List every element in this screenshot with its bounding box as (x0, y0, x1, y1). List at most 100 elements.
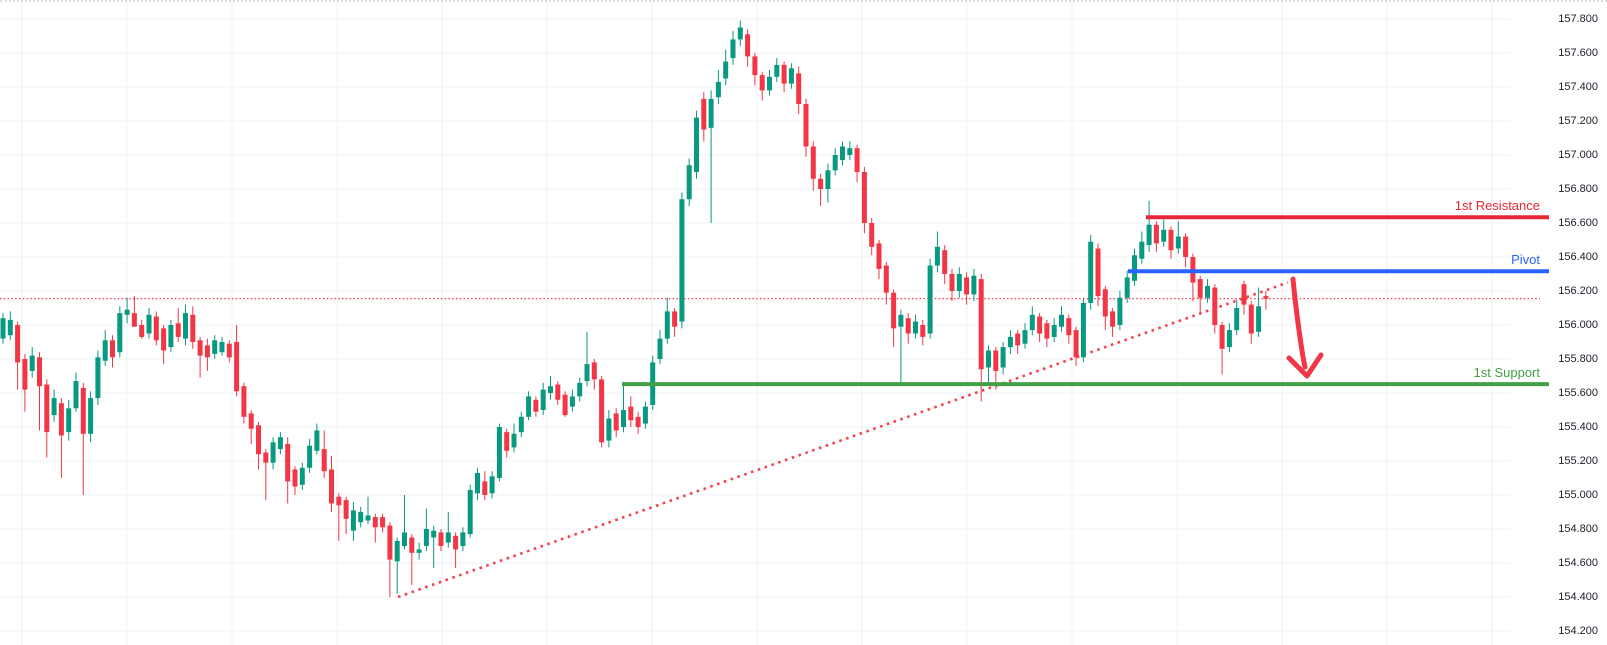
candle (292, 466, 298, 495)
candle (679, 192, 685, 329)
candle (810, 141, 816, 191)
candle (861, 166, 867, 234)
candle (591, 359, 597, 390)
candle (898, 309, 904, 385)
candle (1095, 243, 1101, 307)
candle (248, 410, 254, 444)
candle (708, 90, 714, 223)
candle (1124, 270, 1130, 303)
candle (80, 382, 86, 495)
pivot-label[interactable]: Pivot (1511, 252, 1540, 268)
candle (350, 501, 356, 541)
candle (124, 297, 130, 324)
candle (533, 396, 539, 417)
candle (642, 401, 648, 429)
resistance-label[interactable]: 1st Resistance (1454, 198, 1540, 214)
candle (431, 525, 437, 569)
price-tick-label: 157.600 (1558, 46, 1598, 59)
candle (212, 335, 218, 359)
candle (1190, 253, 1196, 302)
candle (956, 267, 962, 298)
candle (1234, 299, 1240, 336)
candle (715, 70, 721, 104)
candle (204, 338, 210, 371)
candle (869, 217, 875, 256)
candle (58, 398, 64, 478)
candle (314, 423, 320, 455)
candle (467, 484, 473, 538)
candles-layer (0, 20, 1269, 597)
candle (343, 496, 349, 535)
candle (891, 289, 897, 348)
candle (190, 306, 196, 349)
candle (745, 29, 751, 67)
candle (22, 353, 28, 412)
price-tick-label: 156.800 (1558, 182, 1598, 195)
candle (423, 508, 429, 552)
candle (599, 376, 605, 448)
candle (840, 141, 845, 166)
candle (234, 325, 240, 397)
price-tick-label: 155.800 (1558, 352, 1598, 365)
support-label[interactable]: 1st Support (1473, 365, 1541, 381)
candle (803, 98, 809, 157)
candle (277, 432, 283, 455)
price-tick-label: 156.000 (1558, 318, 1598, 331)
price-tick-label: 154.800 (1558, 522, 1598, 535)
candle (971, 268, 977, 302)
candle (723, 49, 729, 86)
candle (847, 141, 853, 161)
candle (15, 321, 21, 390)
candle (883, 262, 889, 305)
candle (321, 430, 327, 478)
candle (577, 377, 583, 402)
candle (146, 308, 152, 339)
candle (774, 58, 780, 82)
candle (1007, 330, 1013, 354)
candle (88, 391, 94, 443)
arrow-drawing[interactable] (1286, 276, 1324, 379)
candle (1073, 326, 1079, 366)
candle (664, 297, 670, 344)
candle (1015, 330, 1021, 354)
candle (1022, 323, 1028, 349)
price-tick-label: 154.200 (1558, 624, 1598, 637)
candle (1183, 233, 1189, 268)
candle (270, 437, 276, 470)
candle (854, 144, 860, 183)
candle (978, 274, 984, 402)
candle (1029, 306, 1035, 336)
price-axis[interactable]: 157.800 157.600 157.400 157.200 157.000 156.8… (1510, 0, 1607, 645)
candle (569, 389, 575, 412)
candle (694, 110, 699, 179)
price-tick-label: 156.400 (1558, 250, 1598, 263)
trendline-drawing[interactable] (397, 281, 1289, 599)
candle (197, 336, 203, 378)
candle (548, 376, 553, 400)
candle (927, 258, 933, 339)
price-tick-label: 156.200 (1558, 284, 1598, 297)
candle (1132, 248, 1137, 286)
price-tick-label: 154.400 (1558, 590, 1598, 603)
candle (256, 421, 261, 470)
candle (263, 449, 269, 501)
price-tick-label: 157.200 (1558, 114, 1598, 127)
candle (131, 296, 137, 327)
candle (489, 471, 495, 499)
candle (628, 396, 634, 427)
candle (1117, 291, 1123, 331)
candle (460, 527, 466, 552)
candle (1059, 306, 1064, 332)
price-tick-label: 155.200 (1558, 454, 1598, 467)
candle (1248, 301, 1254, 344)
candle (701, 92, 707, 142)
candle (380, 513, 386, 533)
candle (511, 423, 517, 453)
candle (175, 308, 181, 342)
candle (1219, 321, 1225, 375)
candle (1044, 319, 1050, 348)
price-tick-label: 157.000 (1558, 148, 1598, 161)
candle (1139, 231, 1145, 264)
